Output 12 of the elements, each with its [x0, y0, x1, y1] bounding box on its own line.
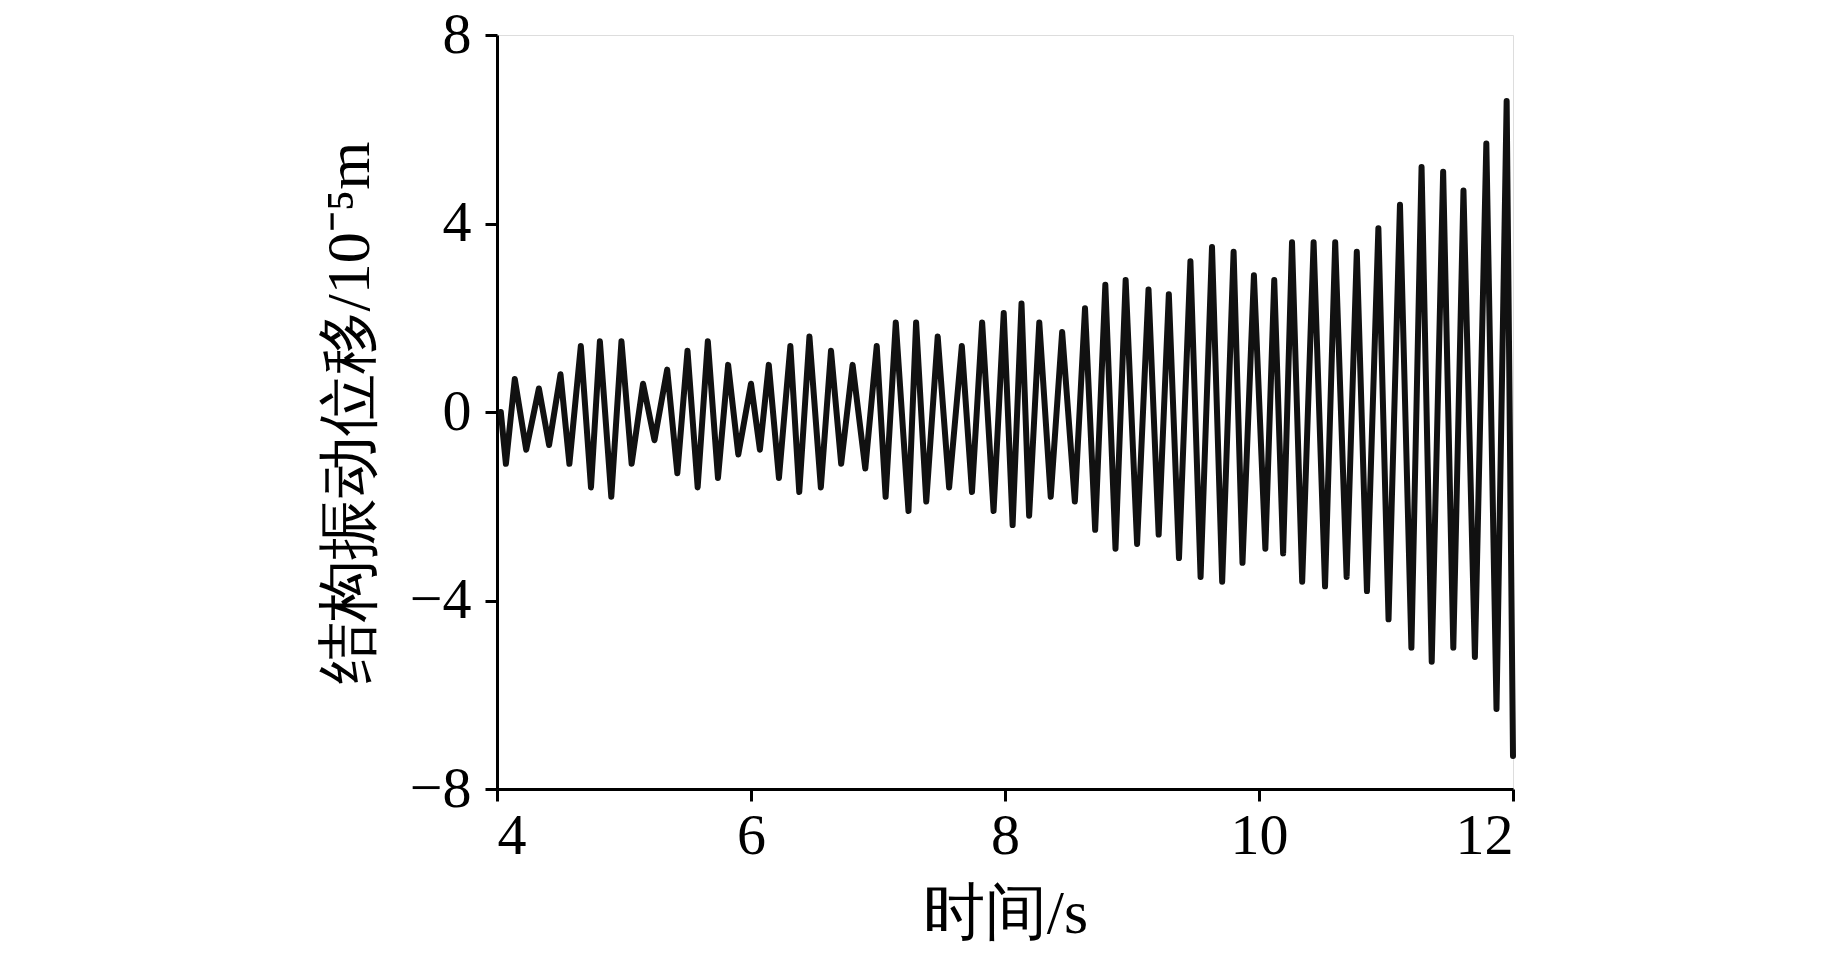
x-tick-label: 8	[991, 801, 1020, 867]
y-tick-label: 8	[442, 0, 472, 66]
y-axis-title: 结构振动位移/10⁻⁵m	[313, 141, 382, 684]
x-tick-label: 10	[1230, 801, 1289, 867]
x-tick-label: 6	[737, 801, 766, 867]
y-tick-label: −8	[409, 754, 472, 820]
y-tick-label: −4	[409, 566, 472, 631]
x-axis-title: 时间/s	[922, 877, 1089, 946]
x-tick-label: 4	[497, 801, 527, 867]
x-tick-label: 12	[1455, 801, 1514, 867]
y-tick-label: 4	[442, 189, 472, 254]
y-tick-label: 0	[442, 377, 472, 443]
